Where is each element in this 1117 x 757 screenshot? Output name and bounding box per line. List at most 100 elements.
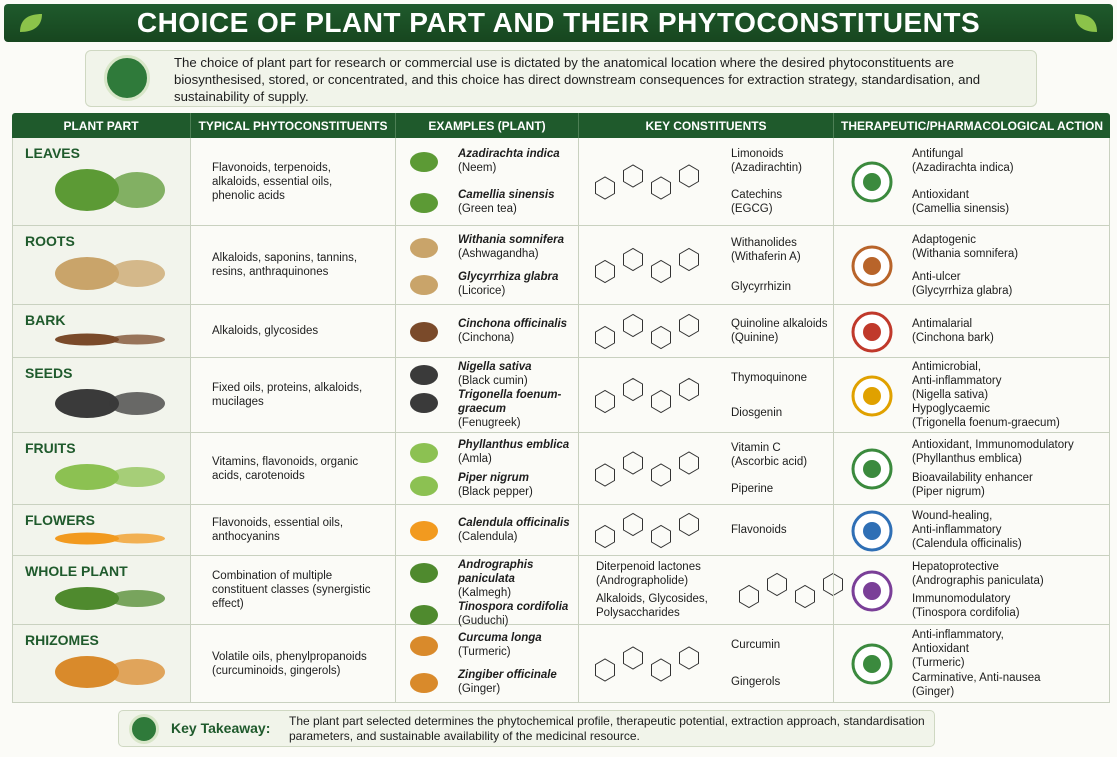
action-line: Hepatoprotective [912, 561, 999, 573]
table-header: PLANT PART TYPICAL PHYTOCONSTITUENTS EXAMP… [12, 113, 1110, 138]
column-header: KEY CONSTITUENTS [578, 113, 833, 138]
title: CHOICE OF PLANT PART AND THEIR PHYTOCONS… [136, 7, 981, 38]
constituents: Fixed oils, proteins, alkaloids, mucilag… [212, 382, 363, 408]
action-icon [851, 161, 893, 203]
action-line: Antimalarial [912, 318, 973, 330]
example-name: Zingiber officinale [458, 668, 557, 681]
action: Anti-ulcer (Glycyrrhiza glabra) [912, 270, 1105, 298]
action: Anti-inflammatory, Antioxidant (Turmeric) [912, 628, 1105, 670]
part-illustration [55, 656, 165, 688]
part-cell: BARK [12, 305, 190, 358]
example-common: (Fenugreek) [458, 417, 521, 429]
constituents-cell: Flavonoids, essential oils, anthocyanins [190, 505, 395, 556]
action-icon [851, 570, 893, 611]
example-icon [410, 393, 438, 413]
example-common: (Ashwagandha) [458, 247, 539, 260]
key-constituent: Quinoline alkaloids (Quinine) [731, 317, 829, 345]
examples-cell: Cinchona officinalis (Cinchona) [395, 305, 578, 358]
example: Tinospora cordifolia (Guduchi) [410, 600, 572, 628]
constituents: Alkaloids, saponins, tannins, resins, an… [212, 252, 358, 278]
key-line: Thymoquinone [731, 371, 808, 384]
action-icon [851, 311, 893, 352]
key-line: Gingerols [731, 675, 781, 688]
key-constituent: Flavonoids [731, 523, 829, 537]
key-line: Glycyrrhizin [731, 281, 792, 293]
intro-box: The choice of plant part for research or… [85, 50, 1037, 107]
structure-drawing [595, 164, 699, 200]
constituents-cell: Flavonoids, terpenoids, alkaloids, essen… [190, 138, 395, 226]
action-cell: Adaptogenic (Withania somnifera) Anti-ulce… [833, 226, 1110, 305]
example-name: Glycyrrhiza glabra [458, 270, 559, 283]
action-cell: Antimicrobial, Anti-inflammatory (Nigella … [833, 358, 1110, 433]
constituents: Alkaloids, glycosides [212, 325, 319, 337]
structure-drawing [739, 572, 843, 609]
action-line: (Phyllanthus emblica) [912, 452, 1022, 465]
key-line: (Withaferin A) [731, 251, 801, 263]
intro-text: The choice of plant part for research or… [174, 55, 981, 104]
part-cell: LEAVES [12, 138, 190, 226]
example-icon [410, 274, 438, 295]
example-name: Curcuma longa [458, 632, 542, 645]
part-illustration [55, 257, 165, 290]
example: Calendula officinalis (Calendula) [410, 516, 572, 544]
example: Nigella sativa (Black cumin) [410, 360, 572, 388]
action-line: Antifungal [912, 147, 964, 160]
example-common: (Calendula) [458, 531, 518, 543]
constituents: Volatile oils, phenylpropanoids (curcumi… [212, 650, 367, 677]
key-constituent: Diterpenoid lactones (Andrographolide) [596, 560, 713, 588]
part-cell: FLOWERS [12, 505, 190, 556]
action-line: Anti-inflammatory [912, 524, 1002, 536]
column-header: EXAMPLES (PLANT) [395, 113, 578, 138]
action-cell: Antioxidant, Immunomodulatory (Phyllanthu… [833, 433, 1110, 505]
key-line: Polysaccharides [596, 607, 680, 619]
action-line: (Azadirachta indica) [912, 161, 1014, 174]
key-constituent: Diosgenin [731, 406, 829, 420]
examples-cell: Phyllanthus emblica (Amla) Piper nigrum (Bl… [395, 433, 578, 505]
example-common: (Turmeric) [458, 646, 511, 659]
example-common: (Green tea) [458, 203, 517, 216]
structure-drawing [595, 377, 699, 414]
example-common: (Ginger) [458, 682, 501, 695]
key-constituent: Vitamin C (Ascorbic acid) [731, 441, 829, 469]
key-constituent: Thymoquinone [731, 371, 829, 385]
constituents: Flavonoids, essential oils, anthocyanins [212, 517, 344, 543]
constituents: Vitamins, flavonoids, organic acids, car… [212, 455, 359, 482]
example-common: (Guduchi) [458, 615, 509, 627]
example-common: (Cinchona) [458, 332, 515, 344]
constituents-cell: Alkaloids, saponins, tannins, resins, an… [190, 226, 395, 305]
part-cell: SEEDS [12, 358, 190, 433]
column-header: TYPICAL PHYTOCONSTITUENTS [190, 113, 395, 138]
part-illustration [55, 333, 165, 346]
example-name: Piper nigrum [458, 472, 529, 485]
takeaway-box: Key Takeaway: The plant part selected de… [118, 710, 935, 747]
key-line: (EGCG) [731, 203, 773, 216]
action-line: Anti-ulcer [912, 270, 961, 283]
examples-cell: Nigella sativa (Black cumin) Trigonella fo… [395, 358, 578, 433]
column-header: THERAPEUTIC/PHARMACOLOGICAL ACTION [833, 113, 1110, 138]
action-line: (Trigonella foenum-graecum) [912, 417, 1060, 429]
example-name: Cinchona officinalis [458, 318, 568, 330]
key-line: Curcumin [731, 639, 781, 652]
examples-cell: Andrographis paniculata (Kalmegh) Tinospor… [395, 556, 578, 628]
key-constituent: Alkaloids, Glycosides, Polysaccharides [596, 592, 713, 620]
action-line: Antioxidant, Immunomodulatory [912, 438, 1074, 451]
example: Zingiber officinale (Ginger) [410, 668, 572, 696]
key-cell: Quinoline alkaloids (Quinine) [578, 305, 833, 358]
key-constituent: Glycyrrhizin [731, 280, 829, 294]
search-icon [104, 55, 150, 101]
example-common: (Kalmegh) [458, 587, 512, 599]
key-line: Limonoids [731, 147, 784, 160]
key-constituent: Gingerols [731, 675, 829, 689]
action-line: Hypoglycaemic [912, 403, 990, 415]
key-line: (Andrographolide) [596, 575, 689, 587]
action-line: (Camellia sinensis) [912, 203, 1010, 216]
part-illustration [55, 532, 165, 545]
example-common: (Amla) [458, 452, 492, 465]
example: Trigonella foenum-graecum (Fenugreek) [410, 388, 572, 430]
example-name: Phyllanthus emblica [458, 438, 570, 451]
examples-cell: Calendula officinalis (Calendula) [395, 505, 578, 556]
key-line: Withanolides [731, 237, 797, 249]
action-cell: Anti-inflammatory, Antioxidant (Turmeric) C… [833, 625, 1110, 703]
action-cell: Antimalarial (Cinchona bark) [833, 305, 1110, 358]
key-cell: Limonoids (Azadirachtin) Catechins (EGCG) [578, 138, 833, 226]
